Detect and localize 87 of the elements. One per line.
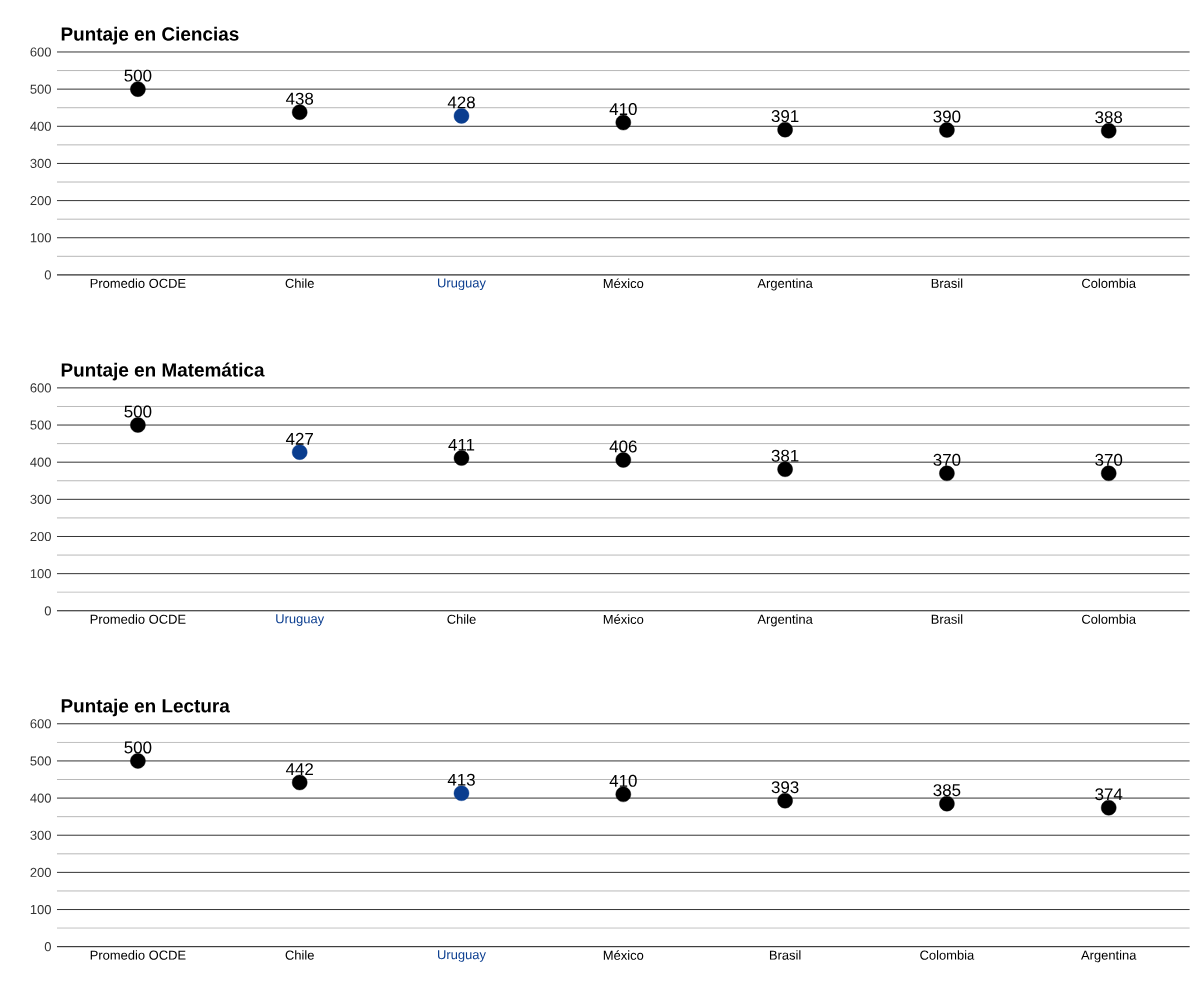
point [777,122,793,138]
y-tick-label: 500 [30,756,51,766]
data-label: 390 [933,110,961,123]
y-tick-label: 300 [30,159,51,169]
y-tick-label: 400 [30,457,51,467]
x-tick-label: Promedio OCDE [90,614,186,624]
point [939,122,955,138]
point [291,774,308,791]
point [130,81,146,97]
point [130,417,146,433]
x-tick-label: Chile [285,278,314,289]
data-label: 410 [609,103,637,116]
y-tick-label: 0 [44,606,51,616]
x-tick-label: Colombia [1082,278,1137,289]
point [1101,465,1117,482]
x-tick-label: Chile [447,614,476,624]
y-tick-label: 600 [30,719,51,729]
data-label: 500 [124,405,152,418]
y-tick-label: 300 [30,830,51,840]
data-label: 413 [447,773,475,786]
point [1101,800,1117,816]
y-tick-label: 200 [30,867,51,878]
point [615,115,631,131]
point [615,452,631,468]
y-tick-label: 400 [30,121,51,132]
x-tick-label: Argentina [1081,950,1137,963]
y-tick-label: 0 [44,270,51,280]
y-tick-label: 600 [30,383,51,393]
y-tick-label: 100 [30,905,51,915]
chart-title: Puntaje en Ciencias [61,27,239,45]
data-label: 406 [609,440,637,453]
point [291,444,308,461]
point [1101,123,1117,139]
data-label: 428 [447,96,475,109]
y-tick-label: 200 [30,196,51,206]
x-tick-label: Chile [285,950,314,960]
data-label: 500 [124,741,152,754]
y-tick-label: 100 [30,569,51,579]
data-label: 374 [1095,788,1123,801]
x-tick-label: Uruguay [276,614,325,627]
x-tick-label: Colombia [920,950,975,960]
y-tick-label: 500 [30,84,51,94]
data-label: 385 [933,784,961,797]
data-label: 410 [609,775,637,788]
x-tick-label: Colombia [1082,614,1137,624]
point [453,785,470,802]
chart-title: Puntaje en Lectura [61,698,230,717]
data-label: 393 [771,781,799,794]
chart-title: Puntaje en Matemática [61,362,265,381]
y-tick-label: 300 [30,494,51,505]
point [777,793,793,809]
y-tick-label: 500 [30,420,51,430]
data-label: 370 [1095,453,1123,466]
x-tick-label: Argentina [757,614,813,627]
point [615,786,631,803]
data-label: 411 [448,439,475,451]
point [453,450,470,466]
y-tick-label: 200 [30,532,51,542]
data-label: 442 [285,763,313,776]
x-tick-label: México [603,950,644,961]
y-tick-label: 600 [30,47,51,57]
point [939,796,955,812]
data-label: 438 [285,92,314,105]
y-tick-label: 0 [44,942,51,952]
x-tick-label: México [603,614,644,625]
x-tick-label: Promedio OCDE [90,950,186,960]
data-label: 381 [771,449,799,462]
data-label: 391 [771,110,799,123]
x-tick-label: Uruguay [438,278,486,291]
y-tick-label: 100 [30,233,51,243]
data-label: 500 [124,69,152,82]
x-tick-label: Uruguay [438,950,486,962]
point [291,104,308,121]
point [453,108,470,124]
point [130,753,146,769]
x-tick-label: Brasil [769,950,801,960]
point [939,465,955,482]
data-label: 370 [933,453,961,466]
x-tick-label: Brasil [931,614,963,624]
y-tick-label: 400 [30,793,51,803]
x-tick-label: Brasil [931,278,963,289]
x-tick-label: Argentina [757,278,813,291]
x-tick-label: México [603,278,644,289]
data-label: 388 [1095,111,1123,124]
data-label: 427 [285,432,313,445]
point [777,461,793,478]
x-tick-label: Promedio OCDE [90,278,186,289]
